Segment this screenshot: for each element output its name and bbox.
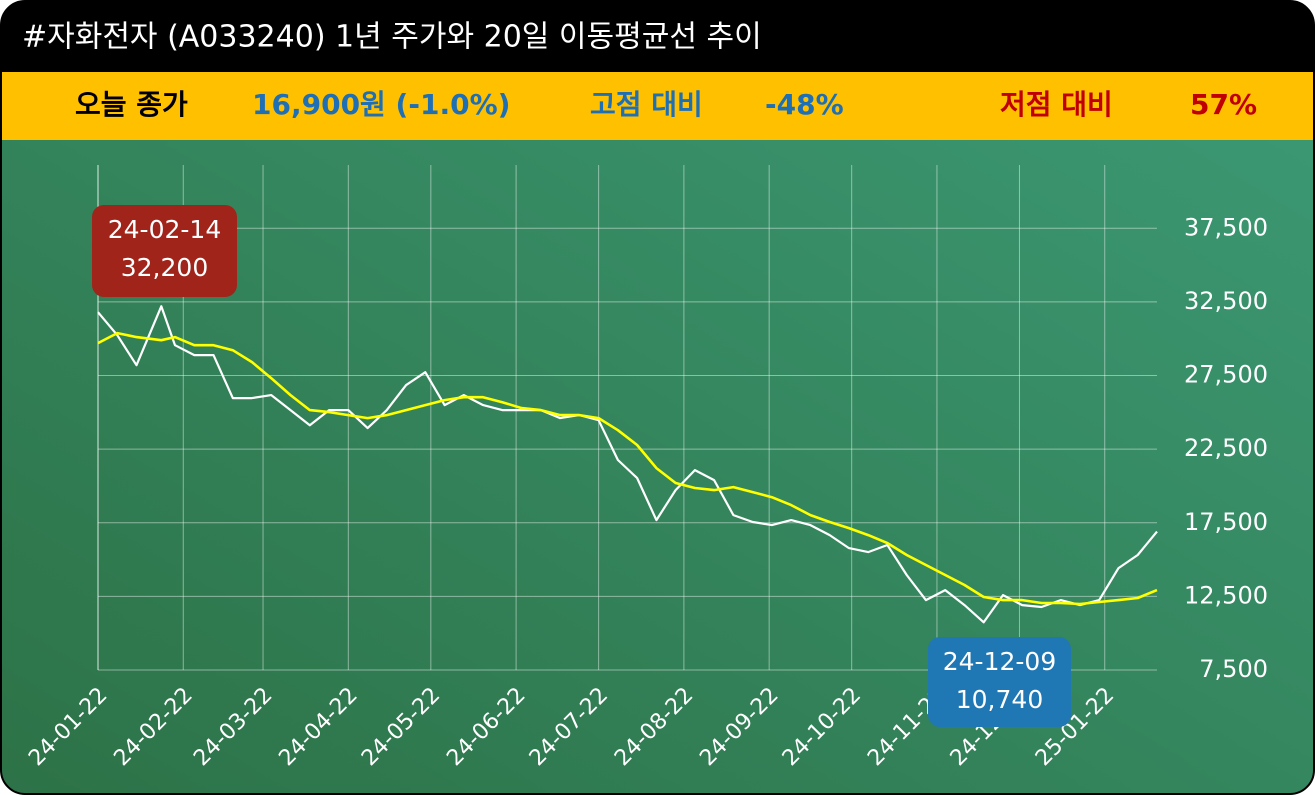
y-tick-label: 32,500 xyxy=(1184,287,1268,315)
line-series xyxy=(97,331,1158,606)
annotation-text: 32,200 xyxy=(121,253,208,282)
summary-label: 저점 대비 xyxy=(1000,88,1113,121)
y-tick-label: 12,500 xyxy=(1184,581,1268,609)
summary-label: 고점 대비 xyxy=(590,88,703,121)
annotation-text: 10,740 xyxy=(956,685,1043,714)
summary-value: 57% xyxy=(1190,88,1257,121)
annotation-text: 24-12-09 xyxy=(943,647,1056,676)
annotation-box xyxy=(928,637,1071,727)
chart-title: #자화전자 (A033240) 1년 주가와 20일 이동평균선 추이 xyxy=(22,20,762,55)
y-tick-label: 17,500 xyxy=(1184,508,1268,536)
y-tick-label: 37,500 xyxy=(1184,213,1268,241)
y-tick-label: 22,500 xyxy=(1184,434,1268,462)
summary-value: -48% xyxy=(765,88,844,121)
y-tick-label: 27,500 xyxy=(1184,361,1268,389)
summary-bar xyxy=(1,72,1314,140)
annotation-box xyxy=(92,205,237,297)
annotation-text: 24-02-14 xyxy=(108,215,221,244)
line-series xyxy=(97,305,1158,624)
y-tick-label: 7,500 xyxy=(1199,655,1268,683)
title-bar xyxy=(1,1,1314,72)
summary-label: 오늘 종가 xyxy=(75,88,188,121)
summary-value: 16,900원 (-1.0%) xyxy=(252,88,510,121)
